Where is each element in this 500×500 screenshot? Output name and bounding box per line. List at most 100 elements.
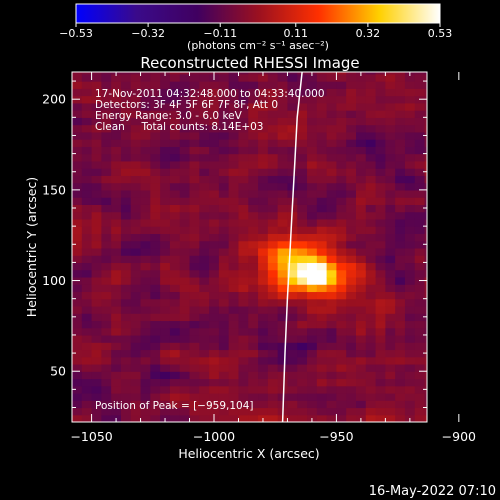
heatmap-cell [385,385,396,394]
heatmap-cell [228,284,240,293]
heatmap-cell [336,313,347,322]
heatmap-cell [356,160,367,169]
heatmap-cell [238,117,249,126]
heatmap-cell [91,72,102,75]
heatmap-cell [179,291,191,300]
heatmap-cell [277,284,289,293]
heatmap-cell [130,146,142,155]
heatmap-cell [258,182,269,191]
heatmap-cell [316,349,328,358]
heatmap-cell [356,262,367,271]
heatmap-cell [414,262,426,271]
heatmap-cell [336,291,347,300]
heatmap-cell [91,233,102,242]
heatmap-cell [316,168,328,176]
heatmap-cell [111,211,122,220]
heatmap-cell [209,392,220,401]
heatmap-cell [287,247,298,256]
heatmap-cell [228,95,240,104]
heatmap-cell [248,305,259,314]
heatmap-cell [140,110,151,118]
heatmap-cell [375,407,386,416]
x-tick-label: −1000 [193,429,235,444]
heatmap-cell [346,298,357,307]
heatmap-cell [316,407,328,416]
heatmap-cell [287,349,298,358]
heatmap-cell [160,313,171,322]
heatmap-cell [414,233,426,242]
heatmap-cell [81,95,93,104]
heatmap-cell [209,371,220,380]
heatmap-cell [336,110,347,118]
heatmap-cell [385,226,396,234]
heatmap-cell [287,168,298,176]
heatmap-cell [375,378,386,387]
colorbar-tick-label: 0.11 [284,27,309,40]
heatmap-cell [365,81,377,89]
heatmap-cell [404,81,416,89]
heatmap-cell [111,298,122,307]
heatmap-cell [267,81,279,89]
heatmap-cell [287,378,298,387]
heatmap-cell [395,110,406,118]
heatmap-cell [130,182,142,191]
heatmap-cell [160,371,171,380]
heatmap-cell [140,240,151,249]
heatmap-cell [248,153,259,162]
heatmap-cell [258,276,269,285]
heatmap-cell [326,146,338,155]
heatmap-cell [101,378,112,387]
heatmap-cell [238,298,249,307]
heatmap-cell [326,269,338,278]
heatmap-cell [356,168,367,176]
heatmap-cell [218,146,230,155]
heatmap-cell [258,313,269,322]
heatmap-cell [101,334,112,343]
heatmap-cell [297,342,308,351]
heatmap-cell [238,233,249,242]
heatmap-cell [130,95,142,104]
heatmap-cell [424,175,427,184]
heatmap-cell [130,204,142,213]
heatmap-cell [101,385,112,394]
heatmap-cell [218,247,230,256]
heatmap-cell [336,400,347,409]
heatmap-cell [267,211,279,220]
heatmap-cell [150,153,161,162]
heatmap-cell [316,320,328,329]
heatmap-cell [287,298,298,307]
heatmap-cell [81,262,93,271]
heatmap-cell [140,88,151,97]
heatmap-cell [111,182,122,191]
heatmap-cell [277,72,289,75]
heatmap-cell [277,189,289,198]
heatmap-cell [385,298,396,307]
heatmap-cell [414,414,426,422]
heatmap-cell [326,342,338,351]
heatmap-cell [160,218,171,227]
heatmap-cell [277,139,289,147]
heatmap-cell [287,342,298,351]
heatmap-cell [199,334,210,343]
heatmap-cell [395,392,406,401]
heatmap-cell [326,102,338,111]
heatmap-cell [375,255,386,264]
heatmap-cell [218,95,230,104]
heatmap-cell [189,240,200,249]
heatmap-cell [160,211,171,220]
heatmap-cell [91,88,102,97]
heatmap-cell [375,327,386,336]
heatmap-cell [140,305,151,314]
heatmap-cell [336,72,347,75]
heatmap-cell [218,291,230,300]
heatmap-cell [169,305,181,314]
heatmap-cell [375,298,386,307]
heatmap-cell [238,247,249,256]
heatmap-cell [267,247,279,256]
heatmap-cell [209,153,220,162]
heatmap-cell [130,240,142,249]
heatmap-cell [81,356,93,365]
heatmap-cell [346,110,357,118]
heatmap-cell [238,110,249,118]
heatmap-cell [101,342,112,351]
